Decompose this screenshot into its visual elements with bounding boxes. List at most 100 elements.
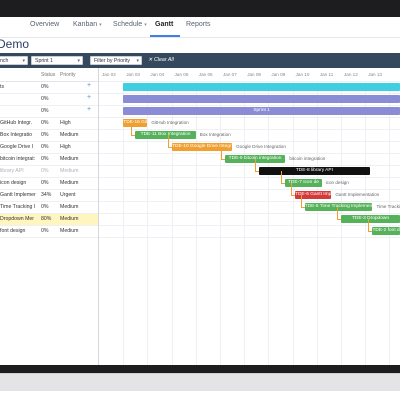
timeline-gridline	[195, 81, 197, 365]
dependency-connector	[368, 219, 373, 232]
timeline-date-label: Jan 07	[223, 72, 237, 77]
task-row[interactable]: Time Tracking I 0% Medium	[0, 202, 98, 214]
clear-all-button[interactable]: ✕ Clear All	[148, 56, 174, 65]
task-priority: Medium	[60, 180, 79, 186]
task-status: 34%	[41, 192, 52, 198]
task-row[interactable]: Google Drive I 0% High	[0, 142, 98, 154]
dependency-connector	[291, 183, 296, 196]
task-name: Google Drive I	[0, 144, 34, 150]
task-priority: Medium	[60, 132, 79, 138]
timeline-gridline	[292, 81, 294, 365]
task-status: 0%	[41, 156, 49, 162]
priority-select-value: Filter by Priority	[94, 58, 131, 64]
task-list-pane: Status Priority ts 0% +0% +0% + GitHub Integr…	[0, 68, 99, 365]
task-priority: Medium	[60, 216, 79, 222]
task-row[interactable]: library API 0% Medium	[0, 166, 98, 178]
gantt-bar[interactable]: TDE-8 library API	[258, 167, 371, 175]
tab-kanban[interactable]: Kanban ▾	[73, 21, 102, 28]
chevron-down-icon: ▾	[77, 58, 80, 64]
tab-kanban-label: Kanban	[73, 21, 98, 28]
priority-select[interactable]: Filter by Priority ▾	[90, 56, 142, 65]
timeline-row-line	[99, 105, 400, 106]
task-name: library API	[0, 168, 24, 174]
gantt-bar[interactable]: TDE-11 Box Integration	[135, 131, 196, 139]
timeline-row-line	[99, 117, 400, 118]
gantt-bar[interactable]: TDE-7 Icon de	[285, 179, 322, 187]
tab-gantt[interactable]: Gantt	[155, 21, 174, 28]
dependency-connector	[131, 123, 136, 136]
timeline-row-line	[99, 141, 400, 142]
sprint-select[interactable]: Sprint 1 ▾	[31, 56, 83, 65]
gantt-bar-side-label: bitcoin integration	[289, 156, 326, 161]
task-name: bitcoin integrat:	[0, 156, 36, 162]
task-row[interactable]: GitHub Integr. 0% High	[0, 118, 98, 130]
task-status: 80%	[41, 216, 52, 222]
timeline-row-line	[99, 93, 400, 94]
sprint-select-value: Sprint 1	[35, 58, 53, 64]
gantt-bar[interactable]: Sprint 1	[123, 107, 400, 115]
task-name: GitHub Integr.	[0, 120, 33, 126]
add-task-icon[interactable]: +	[87, 82, 92, 89]
task-row[interactable]: icon design 0% Medium	[0, 178, 98, 190]
task-row[interactable]: 0% +	[0, 94, 98, 106]
gantt-bar[interactable]: TDE-2 font de	[372, 227, 400, 235]
task-row[interactable]: 0% +	[0, 106, 98, 118]
branch-select[interactable]: nch ▾	[0, 56, 28, 65]
task-status: 0%	[41, 120, 49, 126]
priority-column-header: Priority	[60, 72, 76, 78]
timeline-row-line	[99, 189, 400, 190]
clear-all-label: Clear All	[153, 57, 174, 63]
gantt-bar-side-label: Box Integration	[199, 132, 231, 137]
timeline-row-line	[99, 165, 400, 166]
task-name: Time Tracking I	[0, 204, 36, 210]
add-task-icon[interactable]: +	[87, 106, 92, 113]
page-title: Demo	[0, 37, 30, 51]
task-name: font design	[0, 228, 26, 234]
task-row[interactable]: ts 0% +	[0, 82, 98, 94]
timeline-header: Jan 02 Jan 03 Jan 04 Jan 05 Jan 06 Jan 07 Jan …	[99, 68, 400, 82]
task-status: 0%	[41, 144, 49, 150]
timeline-row-line	[99, 237, 400, 238]
dependency-connector	[220, 147, 225, 160]
task-priority: Medium	[60, 204, 79, 210]
dependency-connector	[281, 171, 286, 184]
task-row[interactable]: bitcoin integrat: 0% Medium	[0, 154, 98, 166]
tab-overview[interactable]: Overview	[30, 21, 60, 28]
task-status: 0%	[41, 228, 49, 234]
add-task-icon[interactable]: +	[87, 94, 92, 101]
task-row[interactable]: Gantt Implemer 34% Urgent	[0, 190, 98, 202]
timeline-date-label: Jan 10	[295, 72, 310, 77]
task-name: icon design	[0, 180, 27, 186]
task-name: Box Integratio	[0, 132, 33, 138]
task-row[interactable]: font design 0% Medium	[0, 226, 98, 238]
tab-schedule[interactable]: Schedule ▾	[113, 21, 147, 28]
chevron-down-icon: ▾	[144, 22, 147, 28]
timeline-row-line	[99, 81, 400, 82]
gantt-bar[interactable]	[123, 95, 400, 103]
gantt-bar[interactable]: TDE-10 Google Drive Integr	[171, 143, 233, 151]
gantt-bar[interactable]: TDE-3 Dropdown	[341, 215, 400, 223]
gantt-bar[interactable]	[123, 83, 400, 91]
active-tab-indicator	[150, 35, 180, 37]
screen-bezel-top	[0, 0, 400, 17]
gantt-bar[interactable]: TDE-16 Git	[123, 119, 148, 127]
task-priority: High	[60, 144, 71, 150]
task-priority: Medium	[60, 228, 79, 234]
tab-reports[interactable]: Reports	[186, 21, 211, 28]
task-name: Gantt Implemer	[0, 192, 36, 198]
tab-schedule-label: Schedule	[113, 21, 143, 28]
timeline-row-line	[99, 225, 400, 226]
gantt-bar-side-label: GitHub Integration	[151, 120, 189, 125]
laptop-shadow	[0, 391, 400, 400]
timeline-date-label: Jan 11	[319, 72, 334, 77]
gantt-bar[interactable]: TDE-6 Gantt Implemen	[295, 191, 332, 199]
task-row[interactable]: Dropdown Mer 80% Medium	[0, 214, 98, 226]
timeline-row-line	[99, 201, 400, 202]
gantt-bar[interactable]: TDE-5 Time Tracking Implementati	[304, 203, 373, 211]
task-list-header: Status Priority	[0, 68, 98, 82]
timeline-gridline	[316, 81, 318, 365]
timeline-row-line	[99, 153, 400, 154]
task-row[interactable]: Box Integratio 0% Medium	[0, 130, 98, 142]
filter-toolbar: nch ▾ Sprint 1 ▾ Filter by Priority ▾ ✕ …	[0, 53, 400, 68]
chevron-down-icon: ▾	[136, 58, 139, 64]
